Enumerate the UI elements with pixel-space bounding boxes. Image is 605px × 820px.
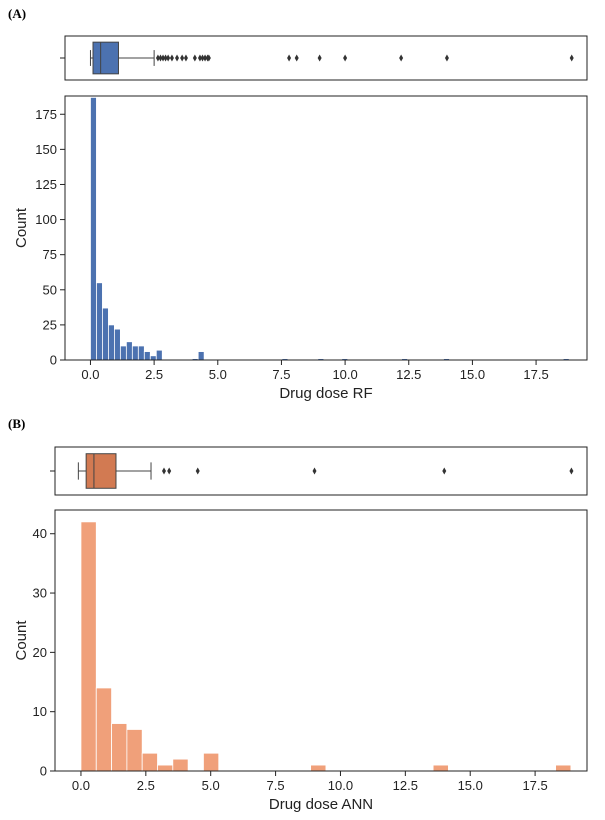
- histogram-bar: [112, 724, 127, 771]
- chart-a: 0.0 2.5 5.0 7.5 10.0 12.5 15.0 17.5 0 25 50 75 100 12…: [0, 0, 605, 395]
- x-axis-label: Drug dose ANN: [269, 796, 373, 813]
- x-tick-label: 12.5: [396, 367, 421, 382]
- y-tick-label: 75: [43, 247, 57, 262]
- x-tick-label: 0.0: [81, 367, 99, 382]
- outlier-point: [170, 55, 174, 62]
- x-tick-label: 7.5: [272, 367, 290, 382]
- histogram-bar: [90, 97, 96, 360]
- y-tick-label: 100: [35, 212, 57, 227]
- x-tick-label: 17.5: [522, 778, 547, 793]
- outlier-point: [399, 55, 403, 62]
- x-tick-label: 10.0: [328, 778, 353, 793]
- y-tick-label: 150: [35, 142, 57, 157]
- outlier-point: [166, 55, 170, 62]
- outlier-point: [445, 55, 449, 62]
- outlier-point: [180, 55, 184, 62]
- y-tick-label: 175: [35, 107, 57, 122]
- histogram-bar: [158, 765, 173, 771]
- outlier-point: [569, 468, 573, 475]
- x-tick-label: 2.5: [145, 367, 163, 382]
- y-tick-label: 125: [35, 177, 57, 192]
- x-tick-label: 7.5: [267, 778, 285, 793]
- histogram-bar: [150, 356, 156, 360]
- histogram-bar: [156, 350, 162, 360]
- outlier-point: [313, 468, 317, 475]
- histogram-bar: [102, 308, 108, 360]
- outlier-point: [184, 55, 188, 62]
- outlier-point: [570, 55, 574, 62]
- y-tick-label: 0: [40, 764, 47, 779]
- outlier-point: [295, 55, 299, 62]
- histogram-bar: [311, 765, 326, 771]
- x-tick-label: 5.0: [209, 367, 227, 382]
- histogram-bar: [96, 688, 111, 771]
- outlier-point: [196, 468, 200, 475]
- histogram-bar: [142, 753, 157, 771]
- outlier-point: [442, 468, 446, 475]
- x-tick-label: 10.0: [332, 367, 357, 382]
- outlier-point: [175, 55, 179, 62]
- y-tick-label: 10: [33, 704, 47, 719]
- plot-frame: [65, 96, 587, 360]
- x-tick-label: 0.0: [72, 778, 90, 793]
- x-tick-label: 2.5: [137, 778, 155, 793]
- outlier-point: [287, 55, 291, 62]
- y-axis-label: Count: [13, 207, 30, 248]
- outlier-point: [167, 468, 171, 475]
- histogram-bar: [433, 765, 448, 771]
- histogram-bar: [132, 346, 138, 360]
- x-tick-label: 15.0: [460, 367, 485, 382]
- histogram-bar: [120, 346, 126, 360]
- y-tick-label: 30: [33, 586, 47, 601]
- boxplot-box: [93, 42, 118, 74]
- outlier-point: [343, 55, 347, 62]
- y-tick-label: 50: [43, 282, 57, 297]
- histogram-bar: [203, 753, 218, 771]
- histogram-bar: [198, 352, 204, 360]
- histogram-bar: [108, 325, 114, 360]
- x-tick-label: 5.0: [202, 778, 220, 793]
- outlier-point: [318, 55, 322, 62]
- histogram-bar: [126, 342, 132, 360]
- outlier-point: [193, 55, 197, 62]
- y-tick-label: 20: [33, 645, 47, 660]
- histogram-bar: [144, 352, 150, 360]
- y-tick-label: 0: [50, 353, 57, 368]
- y-tick-label: 40: [33, 526, 47, 541]
- histogram-bar: [138, 346, 144, 360]
- histogram-bar: [556, 765, 571, 771]
- histogram-bar: [96, 283, 102, 360]
- x-axis-label: Drug dose RF: [279, 385, 372, 402]
- chart-b: 0.0 2.5 5.0 7.5 10.0 12.5 15.0 17.5 0 10 20 30 40 Dru…: [0, 410, 605, 810]
- x-tick-label: 17.5: [523, 367, 548, 382]
- boxplot-box: [86, 454, 116, 489]
- y-axis-label: Count: [13, 620, 30, 661]
- histogram-bar: [127, 729, 142, 771]
- x-tick-label: 15.0: [458, 778, 483, 793]
- histogram-bar: [173, 759, 188, 771]
- outlier-point: [162, 468, 166, 475]
- histogram-bar: [114, 329, 120, 360]
- x-tick-label: 12.5: [393, 778, 418, 793]
- histogram-bar: [81, 522, 96, 771]
- y-tick-label: 25: [43, 317, 57, 332]
